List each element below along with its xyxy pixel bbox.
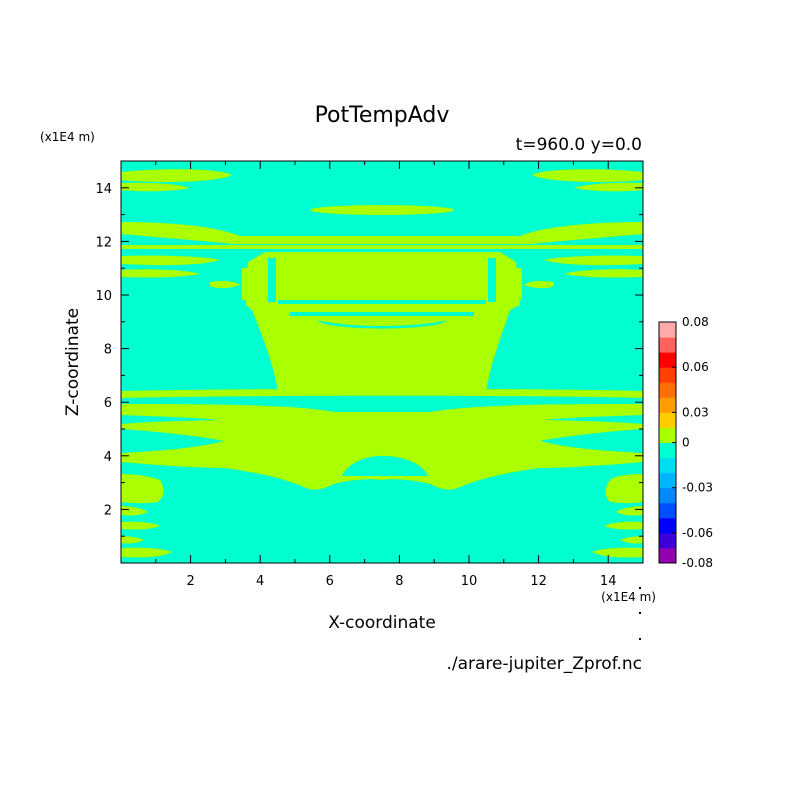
y-tick-label: 8 xyxy=(104,343,112,358)
y-axis-ticks: 2 4 6 8 10 12 14 xyxy=(95,182,643,537)
cyan-hump xyxy=(342,455,428,476)
y-tick-label: 10 xyxy=(95,289,112,304)
colorbar-segment xyxy=(659,367,676,383)
colorbar-tick-label: 0 xyxy=(682,436,690,450)
colorbar-tick-label: 0.06 xyxy=(682,360,709,374)
colorbar-tick-label: 0.03 xyxy=(682,405,709,419)
colorbar-segment xyxy=(659,412,676,428)
negative-details xyxy=(268,258,496,329)
colorbar-segment xyxy=(659,382,676,398)
colorbar-tick-label: -0.03 xyxy=(682,481,713,495)
colorbar-segment xyxy=(659,487,676,504)
x-unit-label: (x1E4 m) xyxy=(601,590,656,604)
x-tick-label: 4 xyxy=(256,574,264,589)
contour-field xyxy=(121,161,643,563)
positive-regions xyxy=(121,169,643,558)
x-tick-label: 10 xyxy=(461,574,478,589)
y-tick: 8 xyxy=(104,343,643,358)
y-axis-label: Z-coordinate xyxy=(63,308,83,416)
chart-title: PotTempAdv xyxy=(315,103,450,128)
x-tick-label: 12 xyxy=(530,574,547,589)
colorbar-segment xyxy=(659,397,676,413)
x-tick: 12 xyxy=(530,161,547,589)
x-tick: 6 xyxy=(326,161,334,589)
y-tick: 2 xyxy=(104,503,643,518)
colorbar-segment xyxy=(659,532,676,549)
y-tick-label: 12 xyxy=(95,235,112,250)
corner-marks xyxy=(639,587,641,640)
colorbar-segment xyxy=(659,322,676,338)
y-tick-label: 6 xyxy=(104,396,112,411)
colorbar-tick-label: 0.08 xyxy=(682,315,709,329)
plot-frame xyxy=(120,160,644,564)
colorbar-segment xyxy=(659,337,676,353)
y-tick-label: 4 xyxy=(104,450,112,465)
colorbar-segment xyxy=(659,442,676,459)
y-tick: 6 xyxy=(104,396,643,411)
colorbar-segment xyxy=(659,472,676,489)
colorbar-segment xyxy=(659,517,676,534)
x-axis-label: X-coordinate xyxy=(328,613,436,633)
y-tick-label: 14 xyxy=(95,182,112,197)
x-tick-label: 6 xyxy=(326,574,334,589)
x-tick: 10 xyxy=(461,161,478,589)
chart-subtitle: t=960.0 y=0.0 xyxy=(516,135,642,155)
x-axis-ticks: 2 4 6 8 10 12 14 xyxy=(155,161,617,589)
colorbar-tick-label: -0.06 xyxy=(682,526,713,540)
colorbar-segment xyxy=(659,547,676,564)
y-tick-label: 2 xyxy=(104,503,112,518)
y-tick: 4 xyxy=(104,450,643,465)
y-tick: 14 xyxy=(95,182,643,197)
colorbar-segment xyxy=(659,352,676,368)
colorbar-segment xyxy=(659,457,676,474)
colorbar-tick-label: -0.08 xyxy=(682,556,713,570)
colorbar: 0.08 0.06 0.03 0 -0.03 -0.06 -0.08 xyxy=(658,315,713,570)
colorbar-segment xyxy=(659,502,676,519)
colorbar-segment xyxy=(659,427,676,443)
x-tick-label: 8 xyxy=(395,574,403,589)
x-tick: 4 xyxy=(256,161,264,589)
y-unit-label: (x1E4 m) xyxy=(40,130,95,144)
x-tick-label: 2 xyxy=(186,574,194,589)
x-tick: 2 xyxy=(186,161,195,589)
y-tick: 10 xyxy=(95,289,643,304)
y-tick: 12 xyxy=(95,235,643,250)
x-tick: 8 xyxy=(395,161,404,589)
x-tick: 14 xyxy=(600,161,617,589)
source-file-label: ./arare-jupiter_Zprof.nc xyxy=(446,654,642,674)
x-tick-label: 14 xyxy=(600,574,617,589)
